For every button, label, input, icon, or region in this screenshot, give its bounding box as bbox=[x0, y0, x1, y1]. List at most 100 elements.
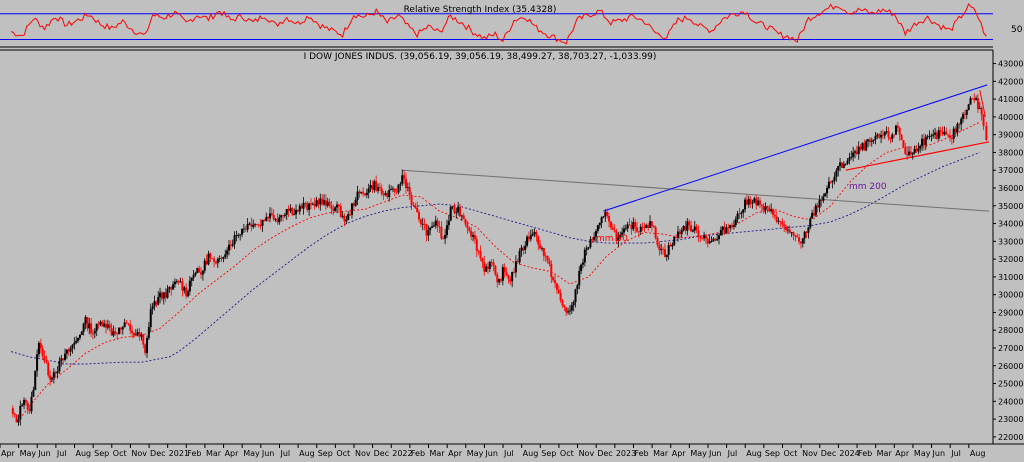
candle-body bbox=[561, 300, 564, 306]
candle-body bbox=[254, 224, 257, 226]
candle-body bbox=[867, 139, 870, 142]
candle-body bbox=[719, 229, 722, 236]
candle-body bbox=[973, 98, 976, 101]
candle-body bbox=[568, 310, 571, 312]
candle-body bbox=[138, 332, 141, 337]
candle-body bbox=[703, 235, 706, 239]
candle-body bbox=[727, 227, 730, 229]
candle-body bbox=[274, 219, 277, 221]
candle-body bbox=[386, 193, 389, 198]
x-tick-label: Feb bbox=[858, 449, 872, 458]
candle-body bbox=[127, 323, 130, 325]
candle-body bbox=[429, 227, 432, 231]
candle-body bbox=[671, 244, 674, 247]
candle-body bbox=[287, 209, 290, 211]
candle-body bbox=[581, 262, 584, 265]
candle-body bbox=[820, 199, 823, 201]
candle-body bbox=[878, 134, 881, 138]
candle-body bbox=[745, 199, 748, 205]
candle-body bbox=[967, 104, 970, 110]
candle-body bbox=[844, 163, 847, 165]
candle-body bbox=[874, 135, 877, 140]
candle-body bbox=[680, 230, 683, 235]
candle-body bbox=[244, 228, 247, 230]
candle-body bbox=[954, 128, 957, 133]
candle-body bbox=[475, 239, 478, 251]
candle-body bbox=[585, 248, 588, 250]
candle-body bbox=[779, 220, 782, 222]
candle-body bbox=[349, 214, 352, 216]
ma200-line bbox=[10, 151, 980, 365]
candle-body bbox=[971, 98, 974, 100]
candle-body bbox=[690, 225, 693, 232]
candle-body bbox=[945, 131, 948, 135]
y-tick-label: 22000 bbox=[998, 433, 1023, 442]
candle-body bbox=[947, 134, 950, 136]
x-tick-label: Dec bbox=[821, 449, 836, 458]
candle-body bbox=[218, 258, 221, 260]
candle-body bbox=[296, 209, 299, 212]
x-tick-label: Apr bbox=[225, 449, 240, 458]
candle-body bbox=[313, 203, 316, 207]
candle-body bbox=[617, 237, 620, 242]
candle-body bbox=[272, 214, 275, 220]
candle-body bbox=[822, 196, 825, 201]
candle-body bbox=[47, 362, 50, 376]
candle-body bbox=[641, 226, 644, 228]
candle-body bbox=[179, 281, 182, 283]
candle-body bbox=[472, 235, 475, 237]
candle-body bbox=[855, 151, 858, 155]
candle-body bbox=[142, 334, 145, 345]
candle-body bbox=[125, 322, 128, 324]
candle-body bbox=[634, 222, 637, 228]
candle-body bbox=[237, 235, 240, 236]
candle-body bbox=[464, 219, 467, 225]
candle-body bbox=[922, 138, 925, 146]
candle-body bbox=[114, 331, 117, 334]
candle-body bbox=[75, 340, 78, 343]
candle-body bbox=[19, 405, 22, 420]
candle-body bbox=[952, 128, 955, 139]
y-tick-label: 26000 bbox=[998, 362, 1023, 371]
candle-body bbox=[58, 361, 61, 372]
x-tick-label: Dec bbox=[597, 449, 612, 458]
candle-body bbox=[788, 229, 791, 233]
candle-body bbox=[298, 205, 301, 212]
candle-body bbox=[155, 301, 158, 305]
chart-title: I DOW JONES INDUS. (39,056.19, 39,056.19… bbox=[304, 52, 657, 62]
candle-body bbox=[550, 263, 553, 278]
candle-body bbox=[799, 241, 802, 244]
y-tick-label: 28000 bbox=[998, 326, 1023, 335]
candle-body bbox=[64, 353, 67, 360]
candle-body bbox=[669, 245, 672, 247]
candle-body bbox=[419, 219, 422, 225]
candle-body bbox=[80, 331, 83, 335]
candle-body bbox=[639, 226, 642, 232]
candle-body bbox=[580, 264, 583, 271]
candle-body bbox=[105, 323, 108, 328]
candle-body bbox=[404, 178, 407, 189]
candle-body bbox=[732, 225, 735, 227]
x-tick-label: Oct bbox=[784, 449, 798, 458]
candle-body bbox=[393, 188, 396, 192]
candle-body bbox=[665, 254, 668, 257]
candle-body bbox=[50, 377, 53, 380]
candle-body bbox=[500, 279, 502, 281]
candle-body bbox=[365, 192, 368, 196]
candle-body bbox=[595, 230, 598, 237]
candle-body bbox=[542, 247, 545, 256]
candle-body bbox=[682, 226, 685, 231]
x-tick-label: Feb bbox=[634, 449, 648, 458]
y-tick-label: 39000 bbox=[998, 131, 1023, 140]
candle-body bbox=[259, 224, 262, 226]
candle-body bbox=[699, 236, 702, 238]
candle-body bbox=[725, 227, 728, 234]
candle-body bbox=[773, 214, 776, 217]
candle-body bbox=[950, 137, 953, 139]
candle-body bbox=[753, 198, 756, 203]
candle-body bbox=[563, 305, 566, 308]
candle-body bbox=[801, 238, 804, 244]
candle-body bbox=[701, 237, 704, 239]
candle-body bbox=[662, 248, 665, 250]
